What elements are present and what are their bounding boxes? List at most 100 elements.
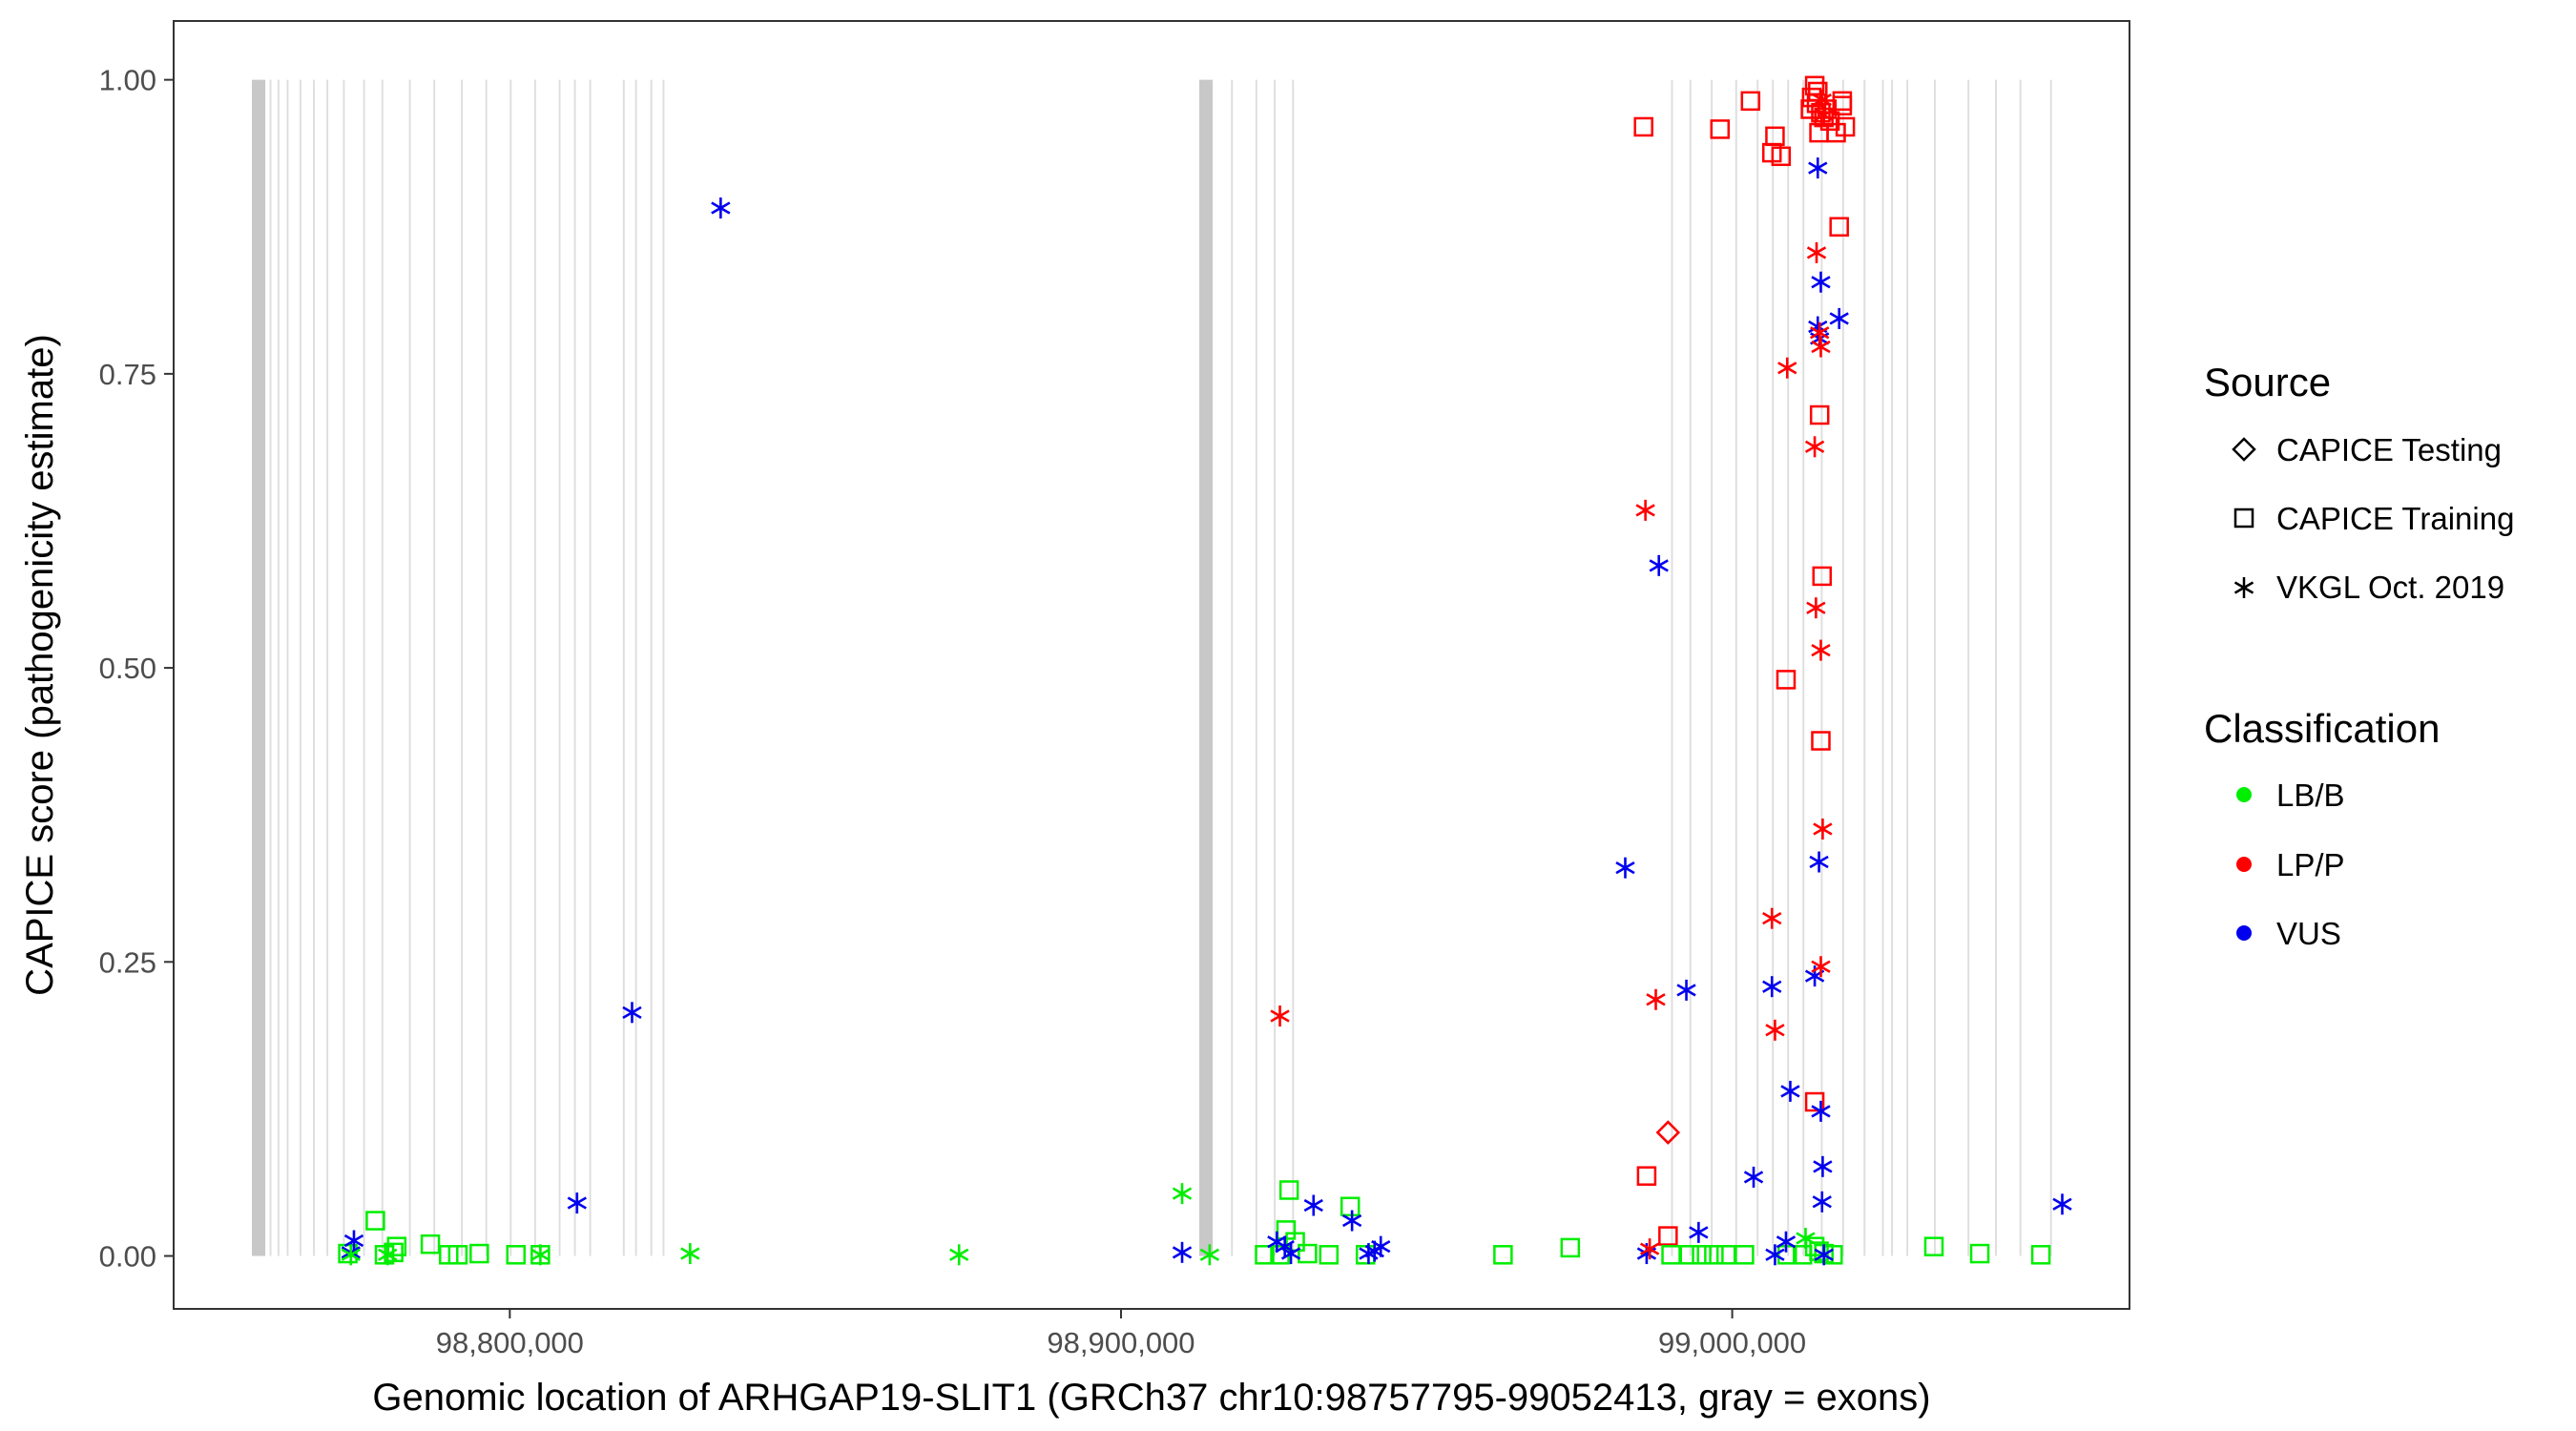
legend-item-lbb: LB/B [2236,778,2345,813]
point-asterisk-5-3 [680,1243,700,1265]
exon-band-30 [1711,79,1714,1256]
exon-band-29 [1689,79,1692,1256]
legend-item-capice-testing: CAPICE Testing [2232,432,2502,467]
point-asterisk-3-10 [1341,1210,1362,1232]
point-square-2-36 [2030,1245,2051,1265]
point-asterisk-3-25 [1811,271,1831,293]
exon-band-41 [1906,79,1909,1256]
point-square-1-26 [1636,1166,1657,1186]
point-asterisk-3-33 [1812,1191,1832,1213]
point-square-2-16 [1255,1245,1275,1265]
legend-label-vkgl: VKGL Oct. 2019 [2276,570,2504,605]
square-icon [2233,508,2254,529]
exon-band-21 [650,79,653,1256]
legend: Source CAPICE Testing CAPICE Training VK… [2204,360,2514,951]
legend-item-capice-training: CAPICE Training [2233,501,2514,536]
y-tick-label-4: 1.00 [99,64,156,97]
point-asterisk-3-35 [2052,1193,2072,1215]
point-asterisk-4-3 [1762,907,1782,929]
point-asterisk-3-4 [711,197,731,219]
legend-source-title: Source [2204,360,2331,404]
exon-band-4 [299,79,301,1256]
point-square-2-25 [1692,1245,1712,1265]
exon-band-11 [433,79,436,1256]
exon-band-40 [1891,79,1894,1256]
point-square-2-2 [420,1234,441,1255]
point-square-2-35 [1969,1243,1990,1264]
legend-label-vus: VUS [2276,916,2341,951]
exon-band-27 [1292,79,1295,1256]
exon-band-43 [1967,79,1970,1256]
point-square-2-26 [1704,1245,1724,1265]
point-asterisk-4-11 [1811,639,1831,661]
x-tick-label-2: 99,000,000 [1658,1326,1806,1359]
point-asterisk-3-18 [1689,1221,1709,1243]
exon-band-14 [509,79,512,1256]
y-tick-label-1: 0.25 [99,945,156,979]
legend-item-lpp: LP/P [2236,847,2345,882]
y-tick-label-0: 0.00 [99,1240,156,1274]
point-asterisk-3-16 [1649,554,1669,576]
point-asterisk-4-0 [1270,1006,1290,1027]
exon-bands [252,79,2052,1256]
point-square-2-5 [374,1245,395,1265]
x-tick-label-1: 98,900,000 [1047,1326,1195,1359]
point-asterisk-3-3 [622,1002,642,1024]
point-asterisk-4-6 [1806,241,1827,263]
point-asterisk-3-31 [1811,1100,1831,1122]
point-asterisk-4-2 [1646,988,1666,1010]
point-asterisk-4-4 [1765,1019,1785,1041]
point-asterisk-4-15 [1814,104,1834,126]
point-asterisk-3-28 [1829,307,1849,329]
point-asterisk-4-16 [1639,1238,1660,1260]
point-square-2-7 [439,1245,459,1265]
point-asterisk-5-2 [530,1244,551,1266]
legend-label-lbb: LB/B [2276,778,2345,813]
point-square-2-34 [1923,1236,1944,1256]
point-diamond-0-0 [1655,1120,1681,1145]
exon-band-16 [558,79,561,1256]
exon-band-37 [1841,79,1844,1256]
point-square-1-27 [1658,1226,1678,1246]
point-square-2-11 [1278,1180,1299,1200]
point-square-1-1 [1740,91,1761,112]
exon-band-32 [1756,79,1759,1256]
exon-band-0 [252,79,266,1256]
point-asterisk-4-10 [1806,597,1826,619]
axes: 0.00 0.25 0.50 0.75 1.00 98,800,000 98,900,000… [99,64,1807,1359]
point-asterisk-5-5 [1172,1183,1193,1205]
exon-band-33 [1772,79,1775,1256]
point-square-1-19 [1829,217,1849,238]
point-asterisk-4-14 [1812,89,1832,111]
exon-band-45 [2019,79,2022,1256]
point-square-1-25 [1804,1091,1825,1112]
legend-label-capice-testing: CAPICE Testing [2276,432,2502,467]
exon-band-38 [1863,79,1866,1256]
exon-band-6 [326,79,329,1256]
exon-band-34 [1787,79,1790,1256]
exon-band-5 [313,79,315,1256]
point-square-1-5 [1771,146,1792,167]
exon-band-26 [1274,79,1277,1256]
exon-band-28 [1671,79,1673,1256]
exon-band-23 [1198,79,1214,1256]
legend-item-vkgl: VKGL Oct. 2019 [2233,570,2504,605]
point-square-1-16 [1835,116,1856,137]
blue-dot-icon [2236,925,2252,941]
point-asterisk-5-1 [378,1244,398,1266]
point-asterisk-3-22 [1776,1231,1797,1253]
exon-band-19 [622,79,625,1256]
point-asterisk-3-34 [1814,1244,1834,1266]
point-square-2-20 [1319,1245,1340,1265]
point-square-2-14 [1493,1245,1513,1265]
point-square-2-23 [1735,1245,1755,1265]
exon-band-12 [461,79,464,1256]
exon-band-35 [1802,79,1805,1256]
exon-band-44 [1995,79,1997,1256]
exon-band-9 [381,79,384,1256]
point-asterisk-5-4 [949,1244,969,1266]
point-asterisk-3-21 [1765,1244,1785,1266]
point-asterisk-3-32 [1813,1155,1833,1177]
